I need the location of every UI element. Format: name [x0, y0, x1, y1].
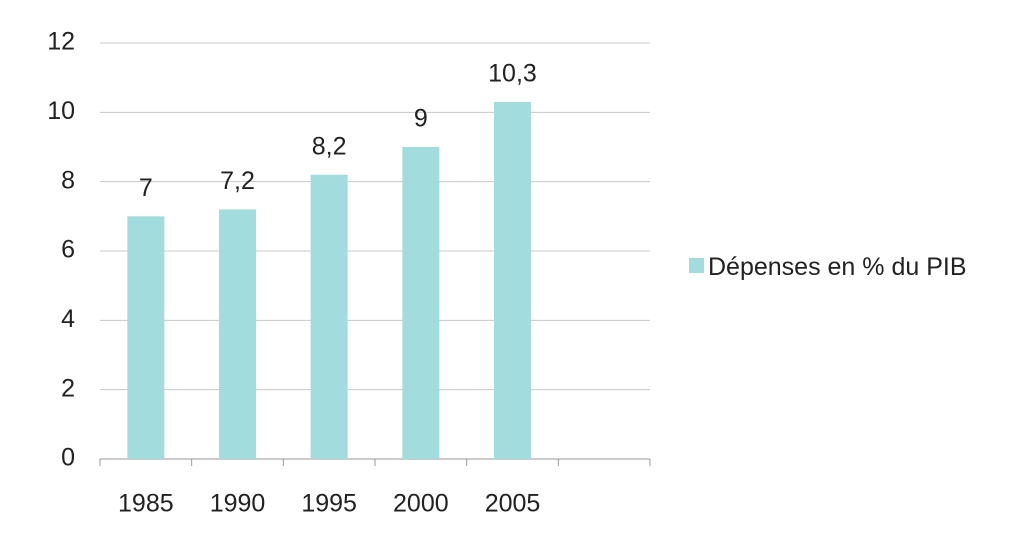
- y-tick-label: 10: [47, 97, 75, 125]
- x-tick-label: 1990: [210, 490, 266, 518]
- data-label: 9: [414, 105, 428, 133]
- bar: [494, 101, 531, 459]
- y-tick-label: 0: [61, 444, 75, 472]
- y-tick-label: 8: [61, 166, 75, 194]
- data-label: 7: [139, 174, 153, 202]
- x-tick-label: 2000: [393, 490, 449, 518]
- x-tick-label: 1995: [301, 490, 357, 518]
- legend: Dépenses en % du PIB: [689, 250, 999, 285]
- bar: [310, 174, 348, 459]
- x-tick-label: 2005: [485, 490, 541, 518]
- bar: [402, 147, 440, 459]
- data-label: 8,2: [312, 132, 347, 160]
- y-tick-label: 4: [61, 305, 75, 333]
- y-tick-label: 12: [47, 28, 75, 56]
- data-label: 7,2: [220, 167, 255, 195]
- y-tick-label: 6: [61, 236, 75, 264]
- bar: [219, 209, 256, 459]
- y-tick-label: 2: [61, 374, 75, 402]
- legend-swatch: [689, 258, 704, 273]
- legend-label: Dépenses en % du PIB: [708, 253, 967, 281]
- x-tick-label: 1985: [118, 490, 174, 518]
- bar: [127, 216, 165, 459]
- data-label: 10,3: [488, 60, 537, 88]
